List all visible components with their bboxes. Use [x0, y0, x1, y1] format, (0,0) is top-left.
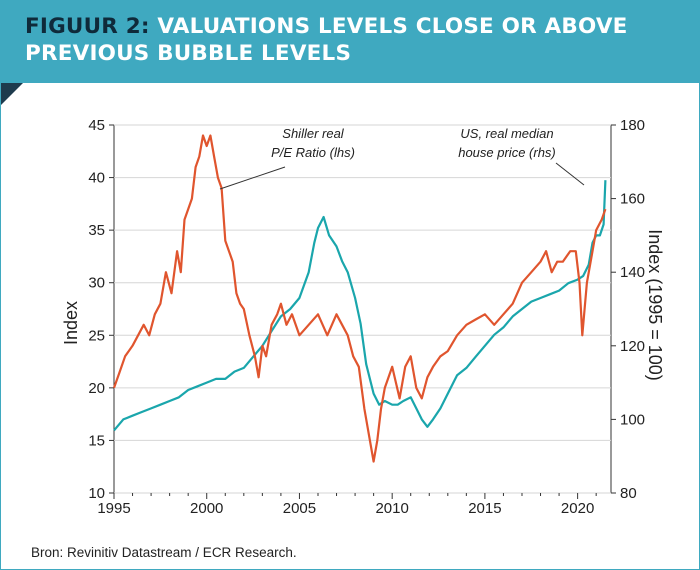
- figure-headline: VALUATIONS LEVELS CLOSE OR ABOVE PREVIOU…: [25, 14, 628, 66]
- figure-title: FIGUUR 2: VALUATIONS LEVELS CLOSE OR ABO…: [25, 13, 665, 67]
- right-tick-label: 180: [620, 117, 645, 134]
- house-annotation-line1: US, real median: [460, 126, 553, 141]
- right-tick-label: 80: [620, 485, 637, 502]
- left-tick-label: 20: [88, 380, 105, 397]
- right-tick-label: 100: [620, 411, 645, 428]
- left-tick-label: 35: [88, 222, 105, 239]
- left-tick-label: 15: [88, 432, 105, 449]
- right-tick-label: 140: [620, 264, 645, 281]
- right-axis-title: Index (1995 = 100): [645, 229, 665, 381]
- x-tick-label: 2010: [375, 500, 408, 517]
- left-tick-label: 45: [88, 117, 105, 134]
- house-annotation-line2: house price (rhs): [458, 145, 556, 160]
- chart-panel: 1995 2000 2005 2010 2015 2020 10 15 20 25 30 35 40 4…: [23, 83, 699, 541]
- figure-number: FIGUUR 2:: [25, 14, 150, 39]
- right-tick-label: 120: [620, 338, 645, 355]
- house-annotation-leader: [555, 162, 585, 186]
- source-note: Bron: Revinitiv Datastream / ECR Researc…: [31, 545, 297, 560]
- pe-ratio-line: [112, 134, 607, 463]
- banner-fold: [1, 83, 23, 105]
- x-tick-label: 2015: [468, 500, 501, 517]
- pe-annotation-line1: Shiller real: [282, 126, 345, 141]
- left-tick-label: 30: [88, 275, 105, 292]
- house-price-line: [113, 180, 607, 432]
- left-tick-label: 25: [88, 327, 105, 344]
- x-tick-label: 1995: [97, 500, 130, 517]
- pe-annotation-leader: [219, 166, 286, 190]
- x-tick-label: 2000: [190, 500, 223, 517]
- title-banner: FIGUUR 2: VALUATIONS LEVELS CLOSE OR ABO…: [1, 1, 700, 83]
- x-tick-label: 2020: [561, 500, 594, 517]
- pe-annotation-line2: P/E Ratio (lhs): [271, 145, 355, 160]
- left-axis-title: Index: [61, 301, 81, 345]
- valuation-chart: 1995 2000 2005 2010 2015 2020 10 15 20 25 30 35 40 4…: [61, 117, 665, 517]
- right-tick-label: 160: [620, 191, 645, 208]
- left-tick-label: 10: [88, 485, 105, 502]
- x-tick-label: 2005: [283, 500, 316, 517]
- left-tick-label: 40: [88, 170, 105, 187]
